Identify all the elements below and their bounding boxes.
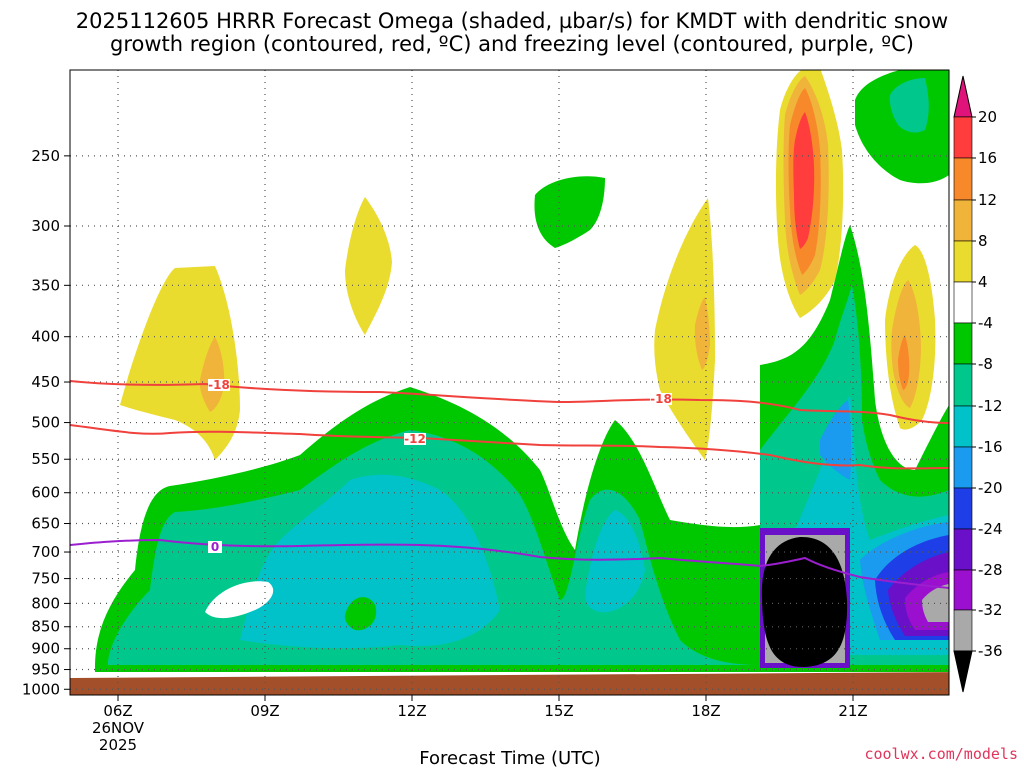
y-tick-label: 550 (31, 450, 60, 468)
colorbar-box-m12-m16 (953, 405, 973, 448)
y-tick-label: 650 (31, 515, 60, 533)
chart-title-line2: growth region (contoured, red, ºC) and f… (110, 32, 914, 56)
x-tick-label: 18Z (691, 702, 720, 720)
colorbar-box-neutral (953, 281, 973, 324)
colorbar-tick-label: -20 (978, 479, 1003, 497)
y-tick-label: 400 (31, 328, 60, 346)
x-tick-label: 09Z (250, 702, 279, 720)
omega-band-p4-p8-b (345, 197, 392, 335)
omega-band-m12-m16 (240, 395, 949, 655)
colorbar-box-p8-p12 (953, 199, 973, 242)
y-tick-label: 500 (31, 414, 60, 432)
colorbar-tick-label: 20 (978, 108, 997, 126)
y-tick-label: 1000 (22, 680, 60, 698)
colorbar-box-m4-m8 (953, 322, 973, 365)
y-tick-label: 250 (31, 147, 60, 165)
x-date-year: 2025 (99, 736, 137, 754)
credit-text: coolwx.com/models (864, 745, 1018, 763)
omega-hole-2 (344, 597, 377, 631)
colorbar-tick-label: 4 (978, 273, 988, 291)
x-tick-label: 06Z (103, 702, 132, 720)
plot-grid (70, 70, 949, 695)
colorbar-tick-label: 12 (978, 191, 997, 209)
dgz-contour-m12 (70, 424, 949, 470)
y-tick-label: 700 (31, 543, 60, 561)
y-tick-label: 850 (31, 618, 60, 636)
omega-band-m32-m36 (922, 584, 949, 622)
x-tick-label: 15Z (544, 702, 573, 720)
y-tick-label: 800 (31, 594, 60, 612)
colorbar-tick-label: -12 (978, 397, 1003, 415)
dgz-label-m12: -12 (404, 432, 426, 446)
omega-band-p12-p16-e (898, 335, 910, 390)
x-tick-label: 21Z (838, 702, 867, 720)
omega-band-p8-p12-c (694, 297, 710, 370)
colorbar-cap-above (953, 75, 973, 118)
omega-band-m4-m8-cell15z (534, 176, 605, 248)
colorbar-box-m16-m20 (953, 446, 973, 489)
y-tick-label: 300 (31, 217, 60, 235)
x-date-day: 26NOV (92, 719, 145, 737)
y-tick-label: 950 (31, 661, 60, 679)
colorbar-tick-label: -32 (978, 601, 1003, 619)
x-tick-label: 12Z (397, 702, 426, 720)
colorbar-tick-label: -28 (978, 561, 1003, 579)
dgz-label-m18-right: -18 (650, 392, 672, 406)
colorbar-box-m8-m12 (953, 363, 973, 407)
colorbar-box-m20-m24 (953, 487, 973, 530)
colorbar-box-m24-m28 (953, 528, 973, 571)
contour-labels: -18 -18 -12 0 (208, 378, 672, 554)
colorbar-tick-label: -36 (978, 642, 1003, 660)
chart-title-line1: 2025112605 HRRR Forecast Omega (shaded, … (76, 9, 948, 33)
colorbar-tick-label: -4 (978, 314, 993, 332)
ground-fill (70, 672, 949, 695)
y-tick-label: 600 (31, 484, 60, 502)
colorbar-tick-label: -24 (978, 520, 1003, 538)
colorbar-tick-label: 16 (978, 149, 997, 167)
plot-area: -18 -18 -12 0 (70, 70, 949, 695)
colorbar-box-m28-m32 (953, 569, 973, 611)
y-tick-label: 450 (31, 373, 60, 391)
omega-band-m8-m12-upper (889, 78, 929, 133)
colorbar-tick-label: -16 (978, 438, 1003, 456)
colorbar-box-p16-p20 (953, 116, 973, 159)
y-tick-label: 350 (31, 276, 60, 294)
omega-positive-region (120, 70, 936, 460)
y-tick-label: 900 (31, 640, 60, 658)
dgz-label-m18-left: -18 (208, 378, 230, 392)
y-axis: 250 300 350 400 450 500 550 600 650 700 750 800 850 9… (22, 147, 70, 698)
omega-band-p16-p20-d (793, 112, 815, 249)
x-axis: 06Z 09Z 12Z 15Z 18Z 21Z (103, 695, 868, 720)
y-tick-label: 750 (31, 570, 60, 588)
colorbar-box-p12-p16 (953, 157, 973, 201)
omega-core-below-m36 (761, 536, 848, 668)
colorbar-cap-below (953, 650, 973, 693)
colorbar-tick-label: 8 (978, 232, 988, 250)
omega-band-p8-p12-a (199, 337, 225, 412)
colorbar-tick-label: -8 (978, 355, 993, 373)
omega-hole-1 (205, 581, 274, 619)
colorbar-box-p4-p8 (953, 240, 973, 283)
freezing-level-label: 0 (211, 540, 219, 554)
x-axis-label: Forecast Time (UTC) (419, 748, 600, 768)
colorbar-box-m32-m36 (953, 609, 973, 652)
colorbar: 20 16 12 8 4 -4 -8 -12 -16 -20 -24 -28 -32 -36 (953, 75, 1003, 693)
